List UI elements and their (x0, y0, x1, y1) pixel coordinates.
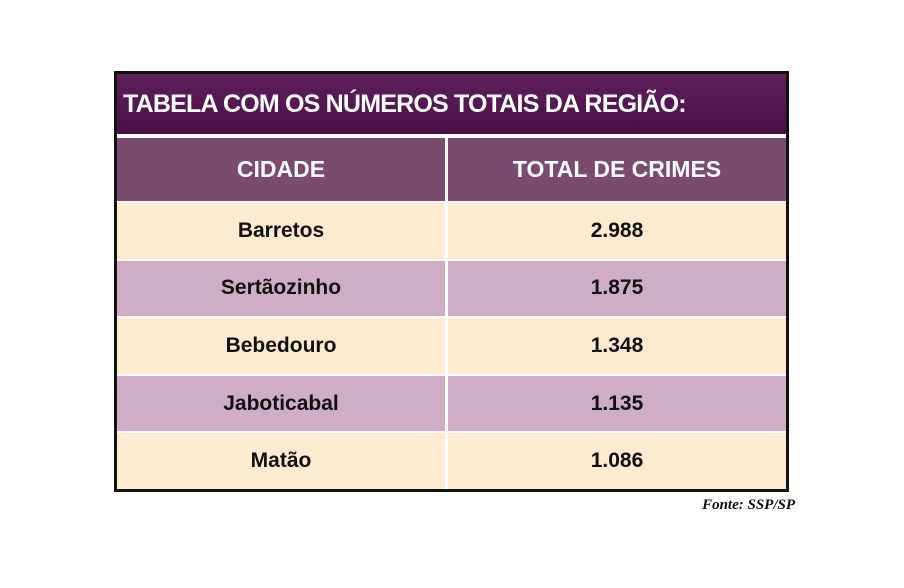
header-cidade: CIDADE (117, 138, 445, 201)
total-cell: 1.348 (445, 318, 786, 374)
table-title: TABELA COM OS NÚMEROS TOTAIS DA REGIÃO: (117, 74, 786, 134)
city-cell: Sertãozinho (117, 260, 445, 317)
city-cell: Barretos (117, 203, 445, 259)
table-row: Matão 1.086 (117, 431, 786, 489)
table-row: Bebedouro 1.348 (117, 316, 786, 374)
source-credit: Fonte: SSP/SP (702, 497, 795, 513)
header-total-de-crimes: TOTAL DE CRIMES (445, 138, 786, 201)
city-cell: Jaboticabal (117, 375, 445, 432)
table-row: Barretos 2.988 (117, 203, 786, 259)
total-cell: 1.875 (445, 260, 786, 317)
city-cell: Bebedouro (117, 318, 445, 374)
table-body: Barretos 2.988 Sertãozinho 1.875 Bebedou… (117, 203, 786, 489)
table-row: Sertãozinho 1.875 (117, 258, 786, 317)
city-cell: Matão (117, 433, 445, 489)
table-row: Jaboticabal 1.135 (117, 373, 786, 432)
table-header-row: CIDADE TOTAL DE CRIMES (117, 138, 786, 201)
total-cell: 1.086 (445, 433, 786, 489)
total-cell: 2.988 (445, 203, 786, 259)
crime-table: TABELA COM OS NÚMEROS TOTAIS DA REGIÃO: … (114, 71, 789, 492)
total-cell: 1.135 (445, 375, 786, 432)
